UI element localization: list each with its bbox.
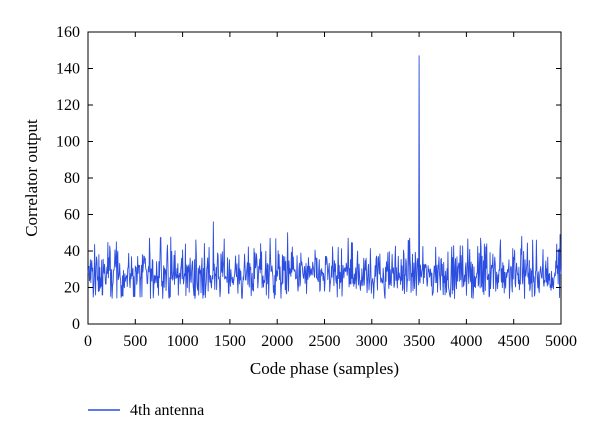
- y-tick-label: 140: [56, 61, 80, 78]
- y-tick-label: 80: [64, 170, 80, 187]
- y-tick-label: 0: [72, 316, 80, 333]
- x-tick-label: 4000: [450, 333, 482, 350]
- series-line-4th-antenna: [87, 55, 562, 299]
- x-axis: 0 500 1000 1500 2000 2500 3000 3500 4000 4500 5000: [84, 32, 577, 350]
- x-tick-label: 1000: [167, 333, 199, 350]
- x-axis-title: Code phase (samples): [250, 359, 399, 378]
- x-tick-label: 3000: [356, 333, 388, 350]
- legend-label: 4th antenna: [130, 402, 204, 419]
- y-tick-label: 160: [56, 24, 80, 41]
- y-axis: 0 20 40 60 80 100 120 140 160: [56, 24, 561, 333]
- plot-area: 0 500 1000 1500 2000 2500 3000 3500 4000 4500 5000…: [56, 24, 577, 350]
- y-tick-label: 100: [56, 134, 80, 151]
- y-tick-label: 120: [56, 97, 80, 114]
- y-tick-label: 60: [64, 207, 80, 224]
- series-layer: [87, 55, 562, 299]
- y-tick-label: 20: [64, 280, 80, 297]
- x-tick-label: 1500: [214, 333, 246, 350]
- legend: 4th antenna: [88, 402, 204, 419]
- x-tick-label: 4500: [498, 333, 530, 350]
- x-tick-label: 5000: [545, 333, 577, 350]
- x-tick-label: 2000: [261, 333, 293, 350]
- x-tick-label: 500: [123, 333, 147, 350]
- x-tick-label: 0: [84, 333, 92, 350]
- x-tick-label: 2500: [309, 333, 341, 350]
- y-axis-title: Correlator output: [22, 119, 41, 237]
- x-tick-label: 3500: [403, 333, 435, 350]
- y-tick-label: 40: [64, 243, 80, 260]
